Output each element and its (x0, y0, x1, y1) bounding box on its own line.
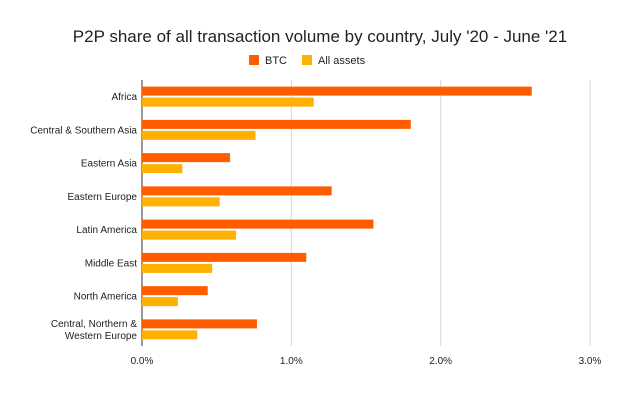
category-labels: Africa Central & Southern Asia Eastern Asi… (30, 92, 137, 342)
legend-swatch-btc (249, 55, 259, 65)
bar-btc (142, 219, 374, 229)
legend-swatch-all-assets (302, 55, 312, 65)
bar-all-assets (142, 197, 220, 207)
bar-all-assets (142, 97, 314, 107)
bar-btc (142, 153, 231, 163)
bar-btc (142, 252, 307, 262)
category-label: Eastern Asia (81, 159, 138, 170)
bar-all-assets (142, 330, 198, 340)
bar-btc (142, 119, 411, 129)
bars (142, 86, 532, 340)
bar-all-assets (142, 297, 178, 307)
x-tick-label: 3.0% (579, 356, 602, 367)
category-label: Central, Northern & (51, 319, 137, 330)
category-label: Middle East (85, 258, 137, 269)
category-label: Africa (111, 92, 137, 103)
bar-all-assets (142, 130, 256, 140)
category-label: Latin America (76, 225, 137, 236)
category-label: Western Europe (65, 331, 138, 342)
bar-all-assets (142, 230, 237, 240)
x-tick-label: 1.0% (280, 356, 303, 367)
x-tick-label: 0.0% (131, 356, 154, 367)
bar-all-assets (142, 164, 183, 174)
x-tick-label: 2.0% (429, 356, 452, 367)
bar-btc (142, 186, 332, 196)
category-label: Eastern Europe (68, 192, 138, 203)
legend: BTC All assets (249, 55, 366, 67)
bar-btc (142, 286, 208, 296)
category-label: Central & Southern Asia (30, 125, 137, 136)
bar-btc (142, 319, 257, 329)
legend-label-all-assets: All assets (318, 55, 366, 67)
bar-all-assets (142, 263, 213, 273)
bar-btc (142, 86, 532, 96)
legend-label-btc: BTC (265, 55, 287, 67)
category-label: North America (74, 292, 138, 303)
chart-title: P2P share of all transaction volume by c… (73, 27, 567, 46)
x-axis-tick-labels: 0.0% 1.0% 2.0% 3.0% (131, 356, 602, 367)
